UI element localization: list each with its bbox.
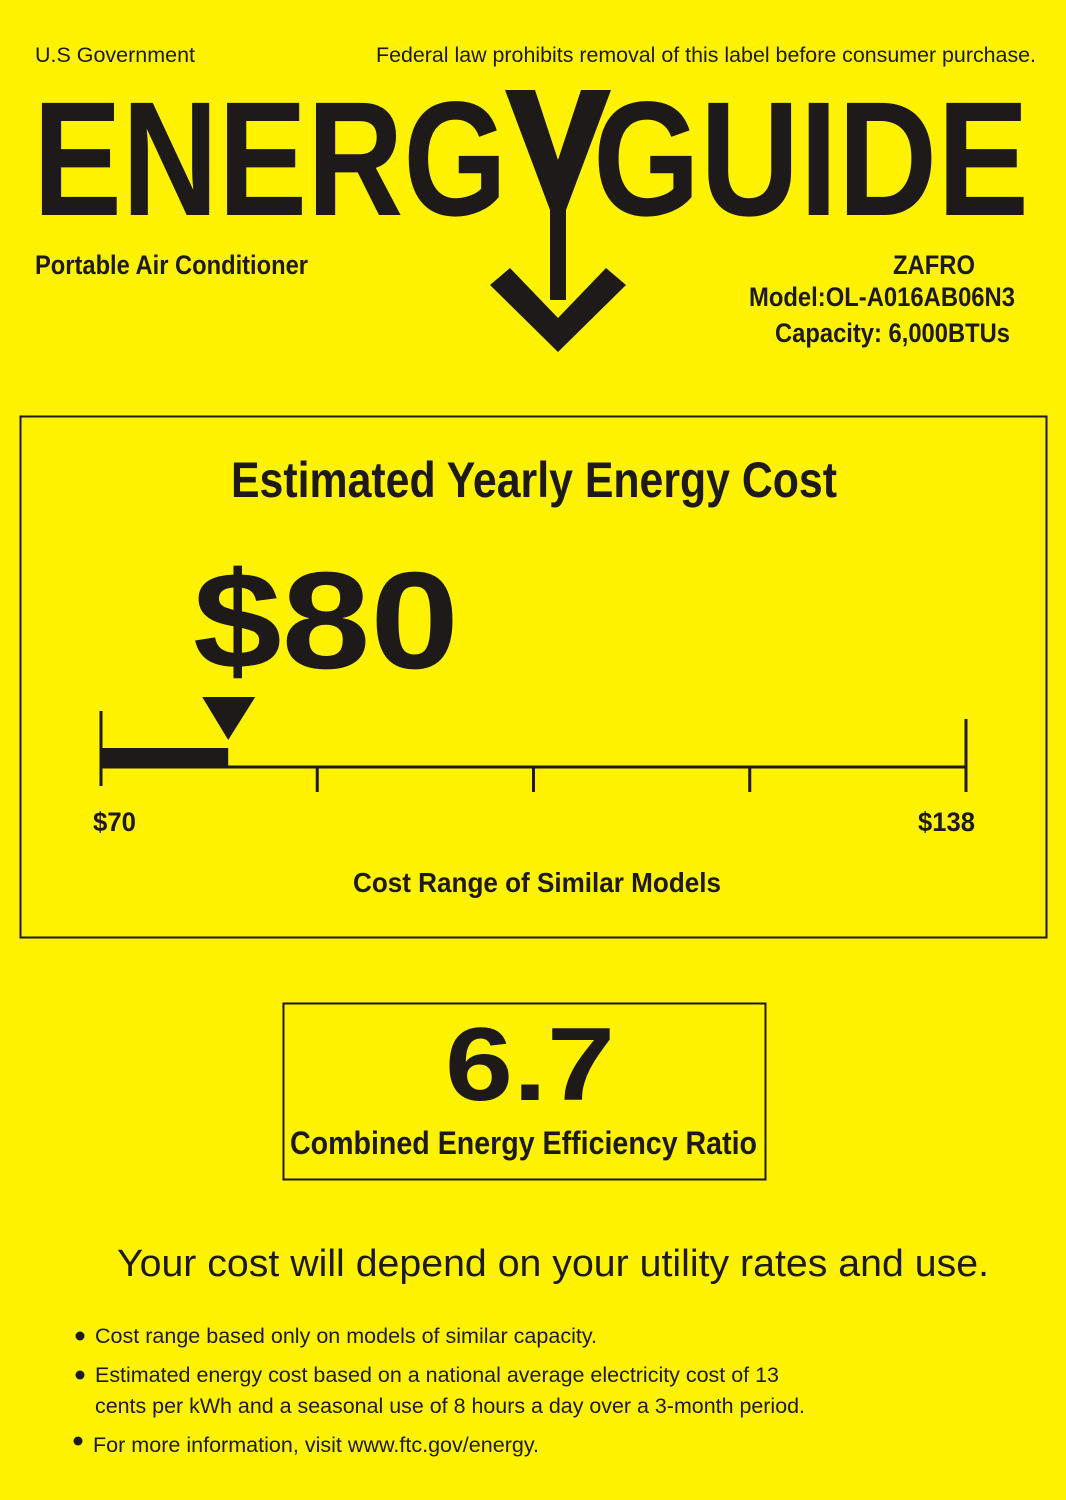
bullet-icon — [75, 1370, 85, 1380]
efficiency-label: Combined Energy Efficiency Ratio — [290, 1125, 757, 1161]
bullet-text: Cost range based only on models of simil… — [95, 1325, 597, 1348]
cost-marker-triangle-icon — [202, 697, 256, 740]
bullet-text-continued: cents per kWh and a seasonal use of 8 ho… — [95, 1395, 805, 1418]
utility-note: Your cost will depend on your utility ra… — [117, 1243, 989, 1285]
cost-heading: Estimated Yearly Energy Cost — [231, 452, 837, 508]
y-arrow-down-icon — [490, 90, 626, 352]
legal-notice: Federal law prohibits removal of this la… — [376, 44, 1036, 67]
model-number: Model:OL-A016AB06N3 — [749, 282, 1015, 312]
bullet-text: Estimated energy cost based on a nationa… — [95, 1364, 779, 1387]
brand-name: ZAFRO — [893, 250, 975, 280]
bullet-icon — [75, 1331, 85, 1341]
bullet-text-link: For more information, visit www.ftc.gov/… — [93, 1434, 539, 1457]
cost-box — [19, 415, 1048, 939]
cost-scale — [99, 697, 968, 792]
government-text: U.S Government — [35, 44, 195, 67]
range-min-label: $70 — [93, 807, 136, 837]
range-caption: Cost Range of Similar Models — [353, 867, 721, 898]
range-max-label: $138 — [918, 807, 975, 837]
cost-bar — [101, 748, 229, 767]
title-guide: GUIDE — [593, 67, 1029, 250]
title-energ: ENERG — [33, 67, 507, 250]
efficiency-value: 6.7 — [445, 1007, 615, 1123]
capacity: Capacity: 6,000BTUs — [775, 318, 1010, 348]
cost-value: $80 — [193, 544, 459, 698]
efficiency-box — [282, 1002, 767, 1181]
bullet-icon — [73, 1436, 83, 1446]
product-type: Portable Air Conditioner — [35, 250, 308, 280]
